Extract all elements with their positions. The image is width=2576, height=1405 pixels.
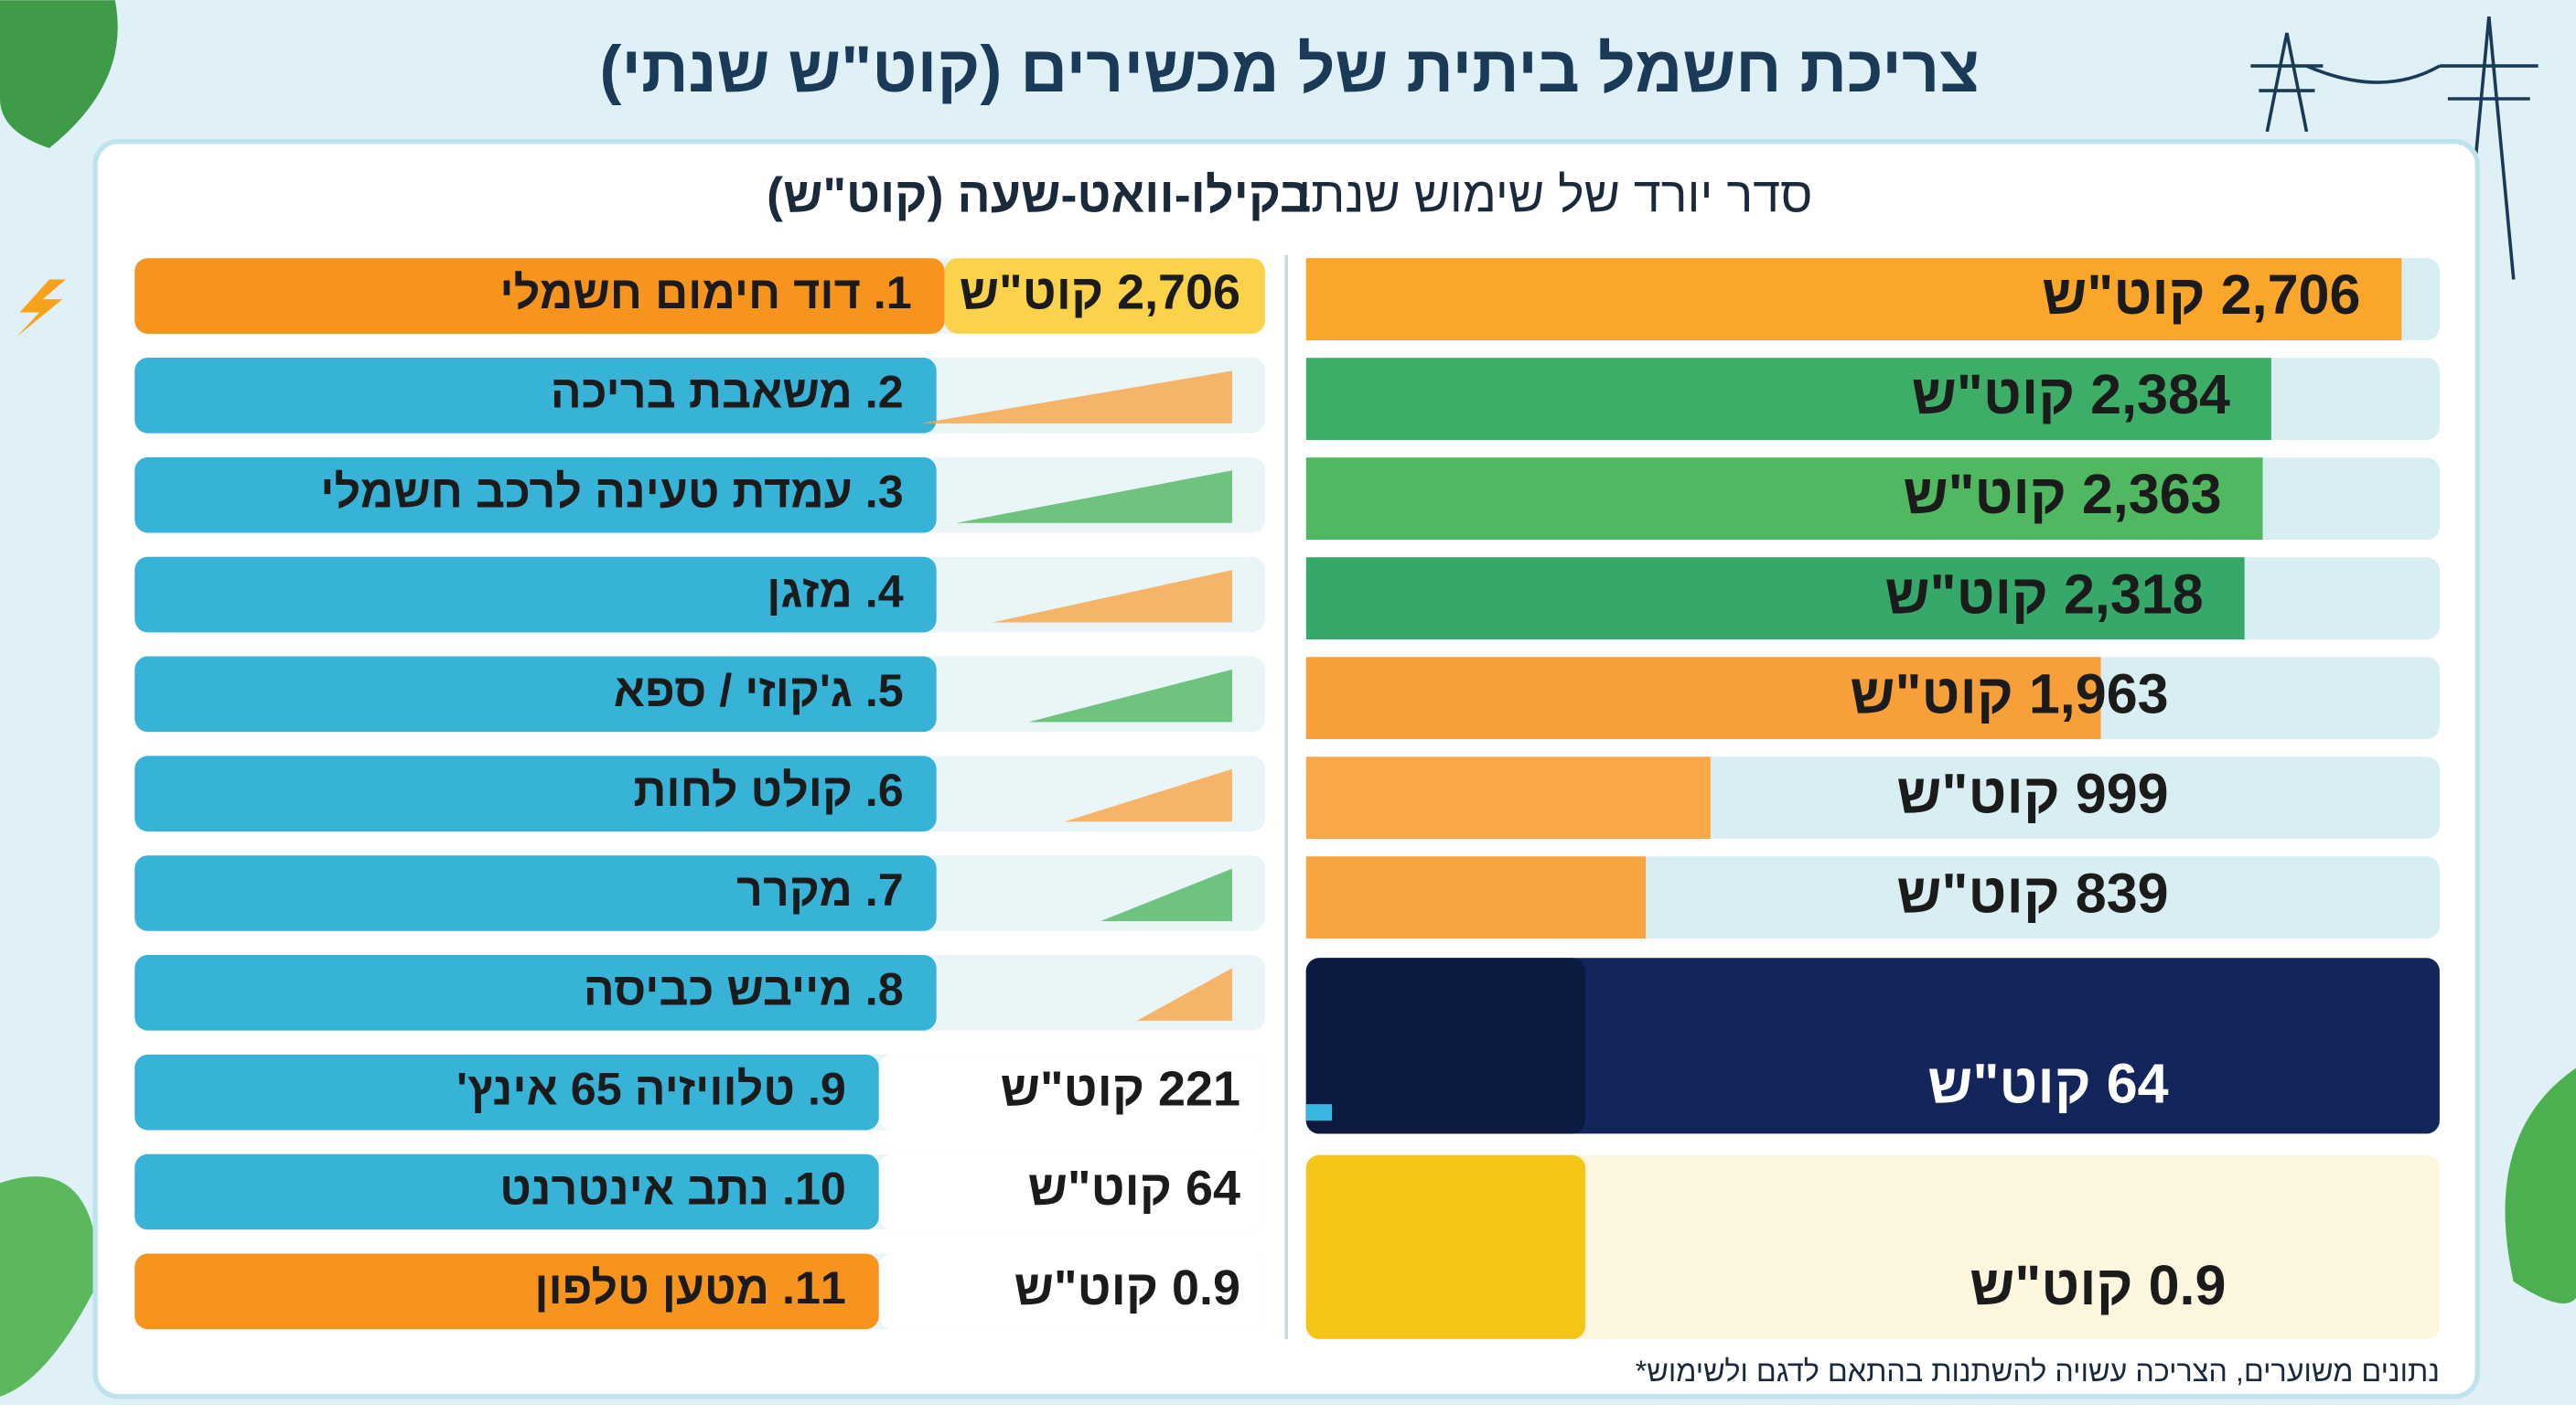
item-label-bar bbox=[134, 456, 937, 533]
item-label-bar bbox=[134, 855, 937, 931]
value-label: 1,963 קוט"ש bbox=[1850, 662, 2168, 724]
value-label: 64 קוט"ש bbox=[1927, 1052, 2168, 1114]
subtitle-regular: סדר יורד של שימוש שנתי bbox=[1298, 168, 1812, 223]
leaf bbox=[2505, 1067, 2576, 1304]
item-label: 10. נתב אינטרנט bbox=[499, 1162, 846, 1214]
bar bbox=[1305, 258, 2402, 340]
item-label: 11. מטען טלפון bbox=[534, 1261, 846, 1314]
value-label: 2,363 קוט"ש bbox=[1903, 463, 2221, 525]
bar bbox=[1305, 756, 1711, 840]
bar bbox=[1305, 557, 2245, 640]
leaf bbox=[0, 0, 118, 148]
value-label: 2,318 קוט"ש bbox=[1885, 563, 2204, 625]
item-label: 3. עמדת טעינה לרכב חשמלי bbox=[320, 465, 903, 517]
item-value-box bbox=[878, 1153, 1265, 1230]
power-tower bbox=[2250, 16, 2538, 280]
leaf bbox=[0, 1176, 99, 1397]
value-label: 999 קוט"ש bbox=[1896, 762, 2168, 824]
bar bbox=[1305, 657, 2101, 740]
item-value: 2,706 קוט"ש bbox=[960, 265, 1240, 320]
bar bbox=[1305, 457, 2263, 541]
item-value-box bbox=[944, 258, 1265, 334]
item-label-bar bbox=[134, 1153, 879, 1230]
ramp-decoration bbox=[1136, 968, 1232, 1021]
footnote: נתונים משוערים, הצריכה עשויה להשתנות בהת… bbox=[1636, 1355, 2440, 1388]
item-label: 5. ג'קוזי / ספא bbox=[614, 664, 904, 716]
router-block bbox=[1305, 958, 2440, 1134]
title: צריכת חשמל ביתית של מכשירים (קוט"ש שנתי) bbox=[599, 33, 1980, 106]
subtitle: סדר יורד של שימוש שנתיבקילו-וואט-שעה (קו… bbox=[767, 168, 1812, 223]
bolt-icon bbox=[16, 279, 66, 338]
item-label: 7. מקרר bbox=[736, 863, 904, 916]
item-label-bar bbox=[134, 756, 937, 831]
item-label-bar bbox=[134, 556, 937, 633]
item-label-bar bbox=[134, 258, 945, 334]
value-label: 0.9 קוט"ש bbox=[1970, 1254, 2226, 1316]
value-label: 839 קוט"ש bbox=[1896, 862, 2168, 924]
subtitle-bold: בקילו-וואט-שעה (קוט"ש) bbox=[767, 168, 1311, 223]
item-label-bar bbox=[134, 955, 937, 1031]
bar bbox=[1305, 1104, 1333, 1121]
item-label: 6. קולט לחות bbox=[633, 764, 903, 816]
bar bbox=[1305, 358, 2271, 441]
value-label: 2,706 קוט"ש bbox=[2042, 263, 2360, 326]
item-value: 221 קוט"ש bbox=[1001, 1061, 1240, 1116]
item-label: 9. טלוויזיה 65 אינץ' bbox=[456, 1062, 846, 1114]
item-value: 0.9 קוט"ש bbox=[1014, 1260, 1240, 1315]
item-label: 4. מזגן bbox=[767, 564, 904, 617]
item-label-bar bbox=[134, 358, 937, 434]
charger-block-left bbox=[1305, 1154, 1586, 1339]
item-value-box bbox=[878, 1054, 1265, 1131]
item-value: 64 קוט"ש bbox=[1028, 1161, 1240, 1216]
value-label: 2,384 קוט"ש bbox=[1912, 363, 2230, 425]
item-label: 1. דוד חימום חשמלי bbox=[499, 266, 911, 318]
item-label-bar bbox=[134, 1054, 879, 1131]
router-block-left bbox=[1305, 958, 1586, 1134]
item-label-bar bbox=[134, 1253, 879, 1330]
item-label: 8. מייבש כביסה bbox=[584, 963, 904, 1015]
item-value-box bbox=[878, 1253, 1265, 1330]
charger-block bbox=[1305, 1154, 2440, 1339]
item-label: 2. משאבת בריכה bbox=[551, 366, 904, 418]
item-label-bar bbox=[134, 656, 937, 733]
bar bbox=[1305, 856, 1647, 939]
